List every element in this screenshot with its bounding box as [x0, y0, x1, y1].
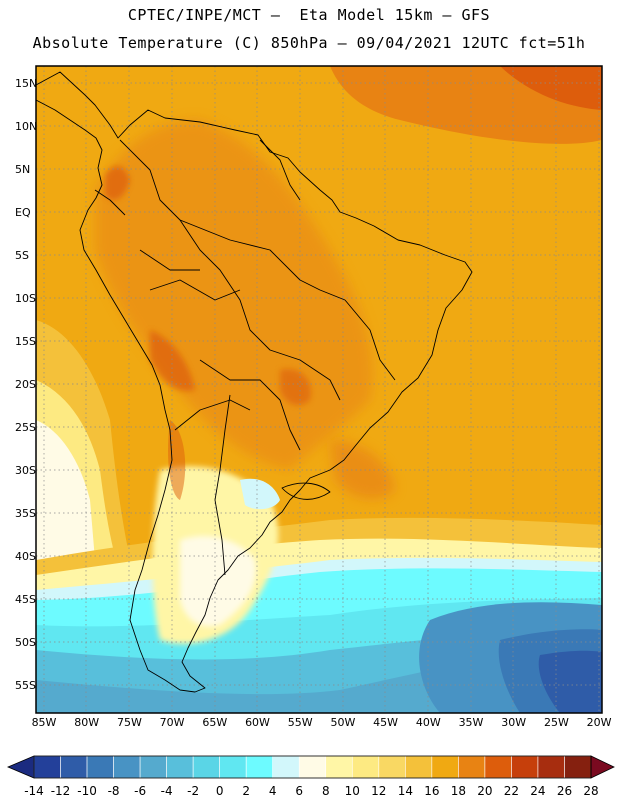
lon-label: 80W [74, 716, 99, 729]
lat-label: 10N [15, 120, 37, 133]
longitude-labels: 85W 80W 75W 70W 65W 60W 55W 50W 45W 40W 35W 30W 25W 2… [32, 716, 612, 729]
colorbar-label: -8 [108, 784, 120, 798]
lon-label: 65W [202, 716, 227, 729]
colorbar-label: 20 [477, 784, 492, 798]
lat-label: 30S [15, 464, 36, 477]
colorbar-label: 8 [322, 784, 330, 798]
colorbar-label: 10 [345, 784, 360, 798]
colorbar-swatch [86, 755, 114, 779]
latitude-labels: 15N 10N 5N EQ 5S 10S 15S 20S 25S 30S 35S 40S 45S 50S 5… [15, 77, 37, 692]
lat-label: 35S [15, 507, 36, 520]
colorbar-swatch [511, 755, 539, 779]
lat-label: 45S [15, 593, 36, 606]
coastlines [36, 71, 473, 693]
colorbar-swatch [272, 755, 300, 779]
colorbar-swatch [245, 755, 274, 779]
lon-label: 40W [416, 716, 441, 729]
colorbar-swatch [33, 755, 61, 779]
lat-label: 20S [15, 378, 36, 391]
lat-label: 55S [15, 679, 36, 692]
lat-label: 10S [15, 292, 36, 305]
colorbar-swatch [378, 755, 406, 779]
lon-label: 50W [330, 716, 355, 729]
colorbar-swatch [219, 755, 247, 779]
lat-label: 15S [15, 335, 36, 348]
lon-label: 45W [373, 716, 398, 729]
colorbar-swatch [431, 755, 459, 779]
temperature-field [36, 66, 602, 713]
colorbar-swatch [192, 755, 220, 779]
lon-label: 25W [544, 716, 569, 729]
colorbar-min-arrow [6, 755, 35, 779]
title-line-1: CPTEC/INPE/MCT – Eta Model 15km – GFS [127, 6, 491, 24]
lon-label: 75W [117, 716, 142, 729]
lat-label: 40S [15, 550, 36, 563]
map-frame [35, 65, 603, 714]
lon-label: 30W [501, 716, 526, 729]
colorbar-label: -2 [187, 784, 199, 798]
colorbar-label: 2 [242, 784, 250, 798]
lon-label: 60W [245, 716, 270, 729]
colorbar-swatch [298, 755, 327, 779]
colorbar-swatch [166, 755, 194, 779]
colorbar-label: 18 [451, 784, 466, 798]
colorbar-swatch [60, 755, 88, 779]
colorbar-label: 28 [583, 784, 598, 798]
colorbar-swatch [139, 755, 167, 779]
colorbar-label: 14 [398, 784, 413, 798]
lat-label: 5N [15, 163, 30, 176]
colorbar-label: 6 [295, 784, 303, 798]
lon-label: 20W [587, 716, 612, 729]
colorbar-swatch [458, 755, 486, 779]
colorbar-label: 26 [557, 784, 572, 798]
lat-label: EQ [15, 206, 31, 219]
colorbar-swatch [564, 755, 592, 779]
lon-label: 85W [32, 716, 57, 729]
colorbar-swatch [537, 755, 565, 779]
lon-label: 70W [160, 716, 185, 729]
lat-label: 25S [15, 421, 36, 434]
lat-label: 50S [15, 636, 36, 649]
lat-label: 15N [15, 77, 37, 90]
colorbar-swatch [405, 755, 433, 779]
colorbar-swatch [325, 755, 353, 779]
colorbar-swatch [113, 755, 141, 779]
colorbar-label: 22 [504, 784, 519, 798]
colorbar-label: -10 [77, 784, 97, 798]
lon-label: 35W [459, 716, 484, 729]
lon-label: 55W [288, 716, 313, 729]
colorbar: -14 -12 -10 -8 -6 -4 -2 0 2 4 6 8 10 12 14 16 18 20 22 24 26… [6, 755, 615, 798]
colorbar-swatch [351, 755, 380, 779]
colorbar-label: 0 [216, 784, 224, 798]
colorbar-label: 16 [424, 784, 439, 798]
colorbar-label: -4 [161, 784, 173, 798]
colorbar-swatch [484, 755, 512, 779]
colorbar-label: -12 [51, 784, 71, 798]
colorbar-label: -14 [24, 784, 44, 798]
colorbar-label: 12 [371, 784, 386, 798]
colorbar-label: 4 [269, 784, 277, 798]
colorbar-label: -6 [134, 784, 146, 798]
lat-label: 5S [15, 249, 29, 262]
colorbar-label: 24 [530, 784, 545, 798]
colorbar-max-arrow [590, 755, 615, 779]
title-line-2: Absolute Temperature (C) 850hPa – 09/04/… [32, 34, 586, 52]
